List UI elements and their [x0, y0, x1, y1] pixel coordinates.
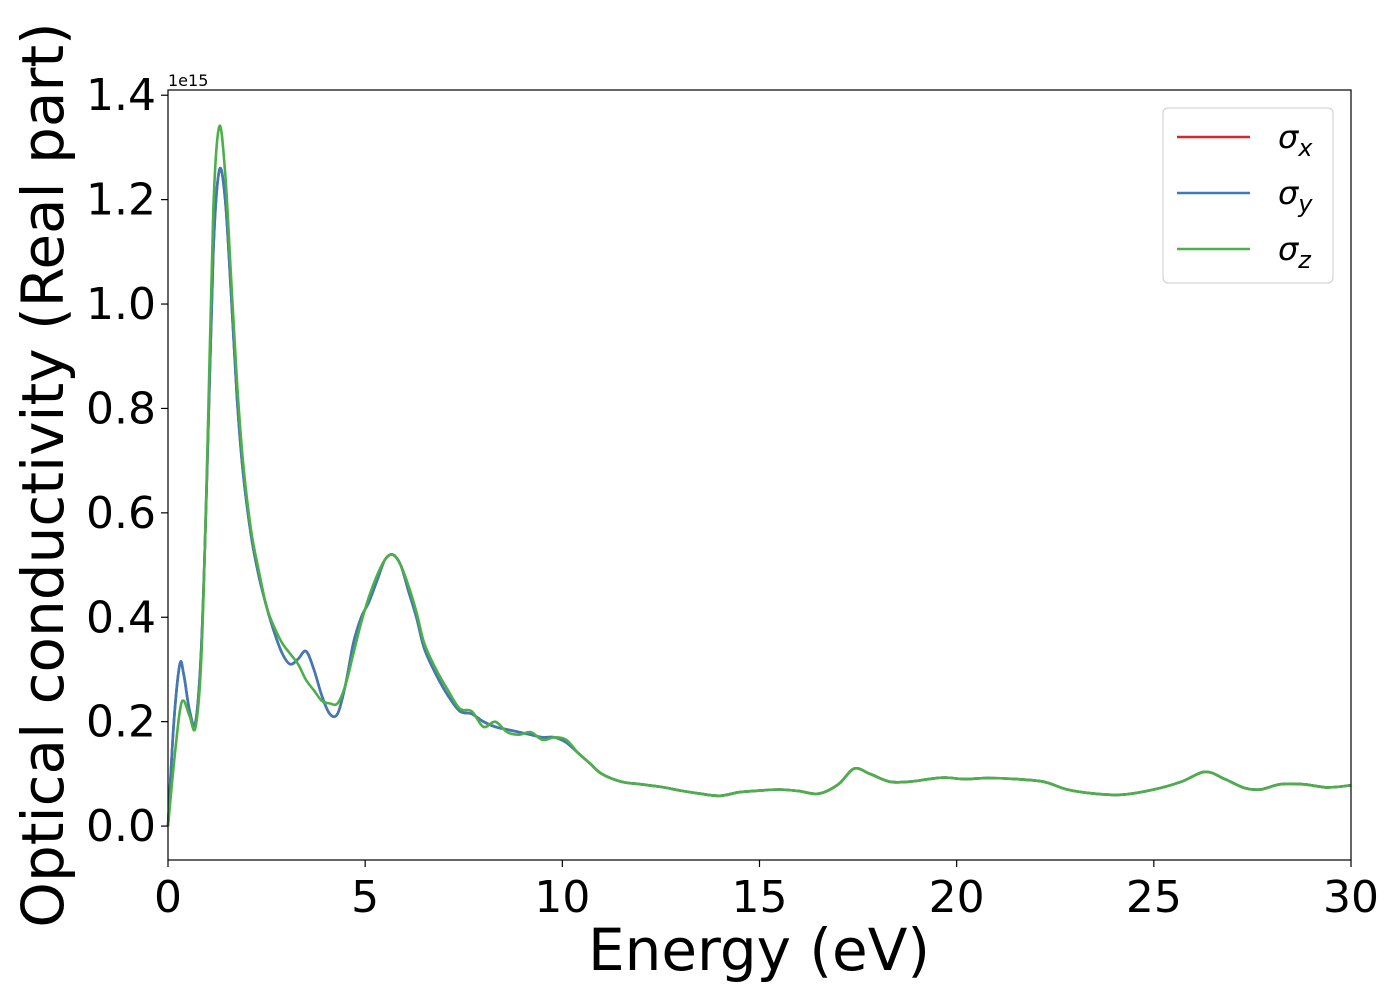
x-tick-label: 10 — [534, 872, 590, 923]
y-tick-label: 0.2 — [86, 697, 156, 748]
series-layer — [166, 124, 1352, 827]
legend-label-base: σ — [1278, 174, 1300, 212]
y-tick-label: 1.2 — [86, 175, 156, 226]
y-tick-label: 0.0 — [86, 801, 156, 852]
legend-label-subscript: x — [1297, 134, 1313, 162]
y-tick-label: 1.0 — [86, 279, 156, 330]
y-axis-title: Optical conductivity (Real part) — [9, 22, 77, 927]
legend-label-x: σx — [1278, 118, 1313, 162]
x-axis: 0 5 10 15 20 25 30 — [154, 860, 1379, 923]
legend-box — [1162, 107, 1334, 284]
legend-label-z: σz — [1278, 230, 1312, 274]
legend-label-subscript: y — [1297, 190, 1313, 218]
x-tick-label: 15 — [732, 872, 788, 923]
y-tick-label: 0.4 — [86, 592, 156, 643]
y-tick-label: 0.8 — [86, 383, 156, 434]
y-offset-label: 1e15 — [168, 71, 208, 90]
y-tick-label: 1.4 — [86, 70, 156, 121]
legend-label-y: σy — [1278, 174, 1313, 218]
legend-label-subscript: z — [1297, 246, 1312, 274]
x-tick-label: 30 — [1323, 872, 1379, 923]
legend-label-base: σ — [1278, 118, 1300, 156]
legend-label-base: σ — [1278, 230, 1300, 268]
x-axis-title: Energy (eV) — [588, 916, 930, 984]
series-line-z — [166, 124, 1352, 827]
x-tick-label: 25 — [1126, 872, 1182, 923]
x-tick-label: 5 — [351, 872, 379, 923]
x-tick-label: 0 — [154, 872, 182, 923]
x-tick-label: 20 — [929, 872, 985, 923]
y-tick-label: 0.6 — [86, 488, 156, 539]
y-axis: 0.0 0.2 0.4 0.6 0.8 1.0 1.2 1.4 — [86, 70, 168, 852]
